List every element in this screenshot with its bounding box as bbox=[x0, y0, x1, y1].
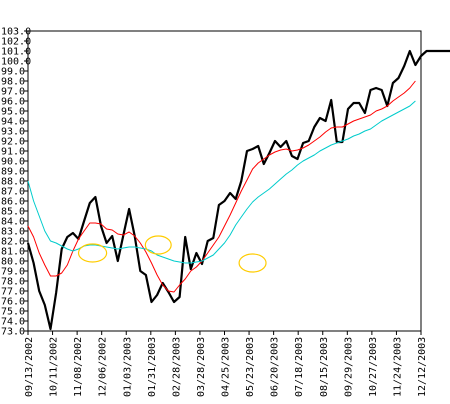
y-tick-label: 78.0 bbox=[1, 277, 25, 288]
y-tick-label: 96.0 bbox=[1, 97, 25, 108]
y-tick-label: 81.0 bbox=[1, 247, 25, 258]
x-tick-label: 02/28/2003 bbox=[171, 337, 182, 397]
y-tick-label: 99.0 bbox=[1, 67, 25, 78]
x-tick-label: 12/12/2003 bbox=[417, 337, 428, 397]
long-avg-line bbox=[27, 100, 416, 264]
crossover-highlight-ellipse bbox=[77, 243, 108, 263]
y-tick-label: 75.0 bbox=[1, 307, 25, 318]
x-tick-label: 09/29/2003 bbox=[343, 337, 354, 397]
y-tick-label: 84.0 bbox=[1, 217, 25, 228]
y-tick-label: 77.0 bbox=[1, 287, 25, 298]
y-tick-label: 87.0 bbox=[1, 187, 25, 198]
crossover-highlight-ellipse bbox=[238, 253, 267, 273]
y-tick-label: 100.0 bbox=[1, 57, 31, 68]
x-tick-label: 11/24/2003 bbox=[392, 337, 403, 397]
x-tick-label: 08/15/2003 bbox=[319, 337, 330, 397]
y-tick-label: 103.0 bbox=[1, 27, 31, 38]
y-tick-label: 90.0 bbox=[1, 157, 25, 168]
x-tick-label: 07/18/2003 bbox=[294, 337, 305, 397]
x-tick-label: 06/20/2003 bbox=[270, 337, 281, 397]
price-line bbox=[26, 49, 450, 331]
y-tick-label: 89.0 bbox=[1, 167, 25, 178]
plot-frame bbox=[27, 30, 422, 332]
x-tick-label: 01/03/2003 bbox=[122, 337, 133, 397]
y-tick-label: 82.0 bbox=[1, 237, 25, 248]
y-tick-label: 92.0 bbox=[1, 137, 25, 148]
y-tick-label: 74.0 bbox=[1, 317, 25, 328]
y-tick-label: 85.0 bbox=[1, 207, 25, 218]
y-tick-label: 97.0 bbox=[1, 87, 25, 98]
y-tick-label: 94.0 bbox=[1, 117, 25, 128]
x-tick-label: 04/25/2003 bbox=[221, 337, 232, 397]
y-tick-label: 98.0 bbox=[1, 77, 25, 88]
y-tick-label: 80.0 bbox=[1, 257, 25, 268]
y-tick-label: 86.0 bbox=[1, 197, 25, 208]
x-tick-label: 01/31/2003 bbox=[147, 337, 158, 397]
y-tick-label: 102.0 bbox=[1, 37, 31, 48]
x-tick-label: 09/13/2002 bbox=[24, 337, 35, 397]
y-tick-label: 73.0 bbox=[1, 327, 25, 338]
y-tick-label: 88.0 bbox=[1, 177, 25, 188]
y-tick-label: 95.0 bbox=[1, 107, 25, 118]
y-tick-label: 83.0 bbox=[1, 227, 25, 238]
crossover-highlight-ellipse bbox=[144, 235, 172, 255]
x-tick-label: 05/23/2003 bbox=[245, 337, 256, 397]
x-tick-label: 10/27/2003 bbox=[368, 337, 379, 397]
y-tick-label: 93.0 bbox=[1, 127, 25, 138]
y-tick-label: 91.0 bbox=[1, 147, 25, 158]
y-tick-label: 79.0 bbox=[1, 267, 25, 278]
x-tick-label: 12/06/2002 bbox=[98, 337, 109, 397]
short-avg-line bbox=[27, 80, 416, 293]
y-tick-label: 101.0 bbox=[1, 47, 31, 58]
y-tick-label: 76.0 bbox=[1, 297, 25, 308]
x-tick-label: 11/08/2002 bbox=[73, 337, 84, 397]
x-tick-label: 10/11/2002 bbox=[49, 337, 60, 397]
x-tick-label: 03/28/2003 bbox=[196, 337, 207, 397]
